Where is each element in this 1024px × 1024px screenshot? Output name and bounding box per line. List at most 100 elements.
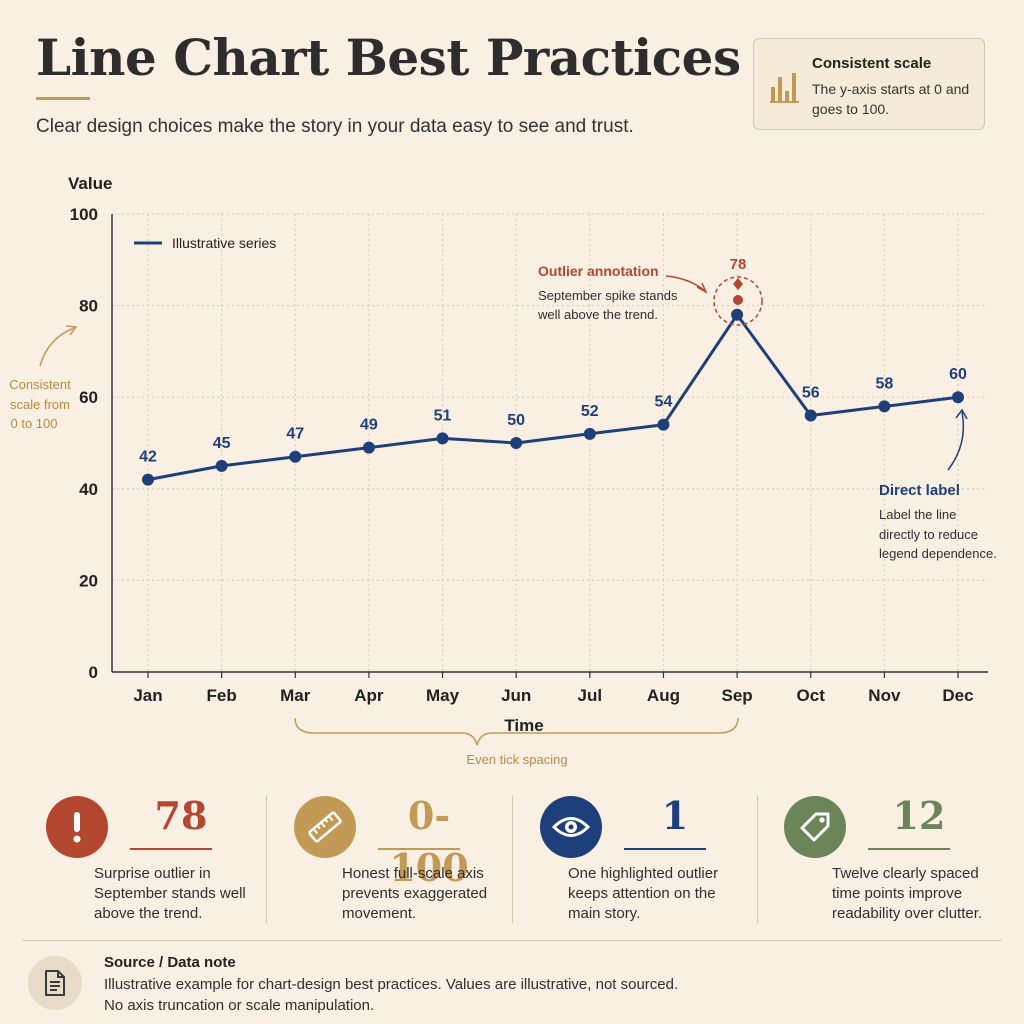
outlier-arrow	[665, 275, 705, 291]
direct-label-line-3: legend dependence.	[879, 546, 997, 561]
x-tick-label: Feb	[207, 686, 237, 705]
data-label: 49	[360, 417, 378, 434]
outlier-annotation-title: Outlier annotation	[538, 263, 659, 279]
y-tick-label: 60	[79, 388, 98, 407]
x-tick-label: Sep	[721, 686, 752, 705]
outlier-annotation-line-1: September spike stands	[538, 288, 678, 303]
stat-underline	[378, 848, 460, 850]
direct-label-arrow	[947, 411, 965, 471]
data-point	[583, 427, 596, 440]
y-tick-labels: 0 20 40 60 80 100	[70, 205, 98, 682]
consistent-scale-card: Consistent scale The y-axis starts at 0 …	[753, 38, 985, 130]
outlier-highlight-ring	[713, 276, 763, 326]
scale-annotation-line-2: scale from	[10, 397, 70, 412]
card-body: The y-axis starts at 0 and goes to 100.	[812, 81, 970, 117]
legend: Illustrative series	[134, 235, 276, 251]
y-tick-label: 40	[79, 480, 98, 499]
data-label: 60	[949, 366, 967, 383]
data-label: 54	[655, 394, 673, 411]
x-tick-label: Jan	[133, 686, 162, 705]
data-point	[215, 459, 228, 472]
stat-description: One highlighted outlier keeps attention …	[568, 865, 719, 922]
chart-grid	[112, 213, 988, 672]
title-underline	[36, 97, 90, 100]
stat-value: 0-100	[389, 793, 469, 890]
data-point	[731, 308, 744, 321]
x-tick-labels: Jan Feb Mar Apr May Jun Jul Aug Sep Oct Nov Dec	[133, 672, 974, 705]
x-tick-label: Apr	[354, 686, 384, 705]
stat-value: 78	[154, 793, 208, 838]
data-point	[436, 432, 449, 445]
data-point	[952, 391, 964, 404]
legend-label: Illustrative series	[172, 235, 276, 251]
document-icon	[28, 956, 82, 1010]
stat-card-scale: 0-100 Honest full-scale axis prevents ex…	[286, 790, 524, 930]
data-label: 47	[286, 426, 304, 443]
data-labels: 42 45 47 49 51 50 52 54 56 58 60	[139, 366, 967, 465]
page-subtitle: Clear design choices make the story in y…	[36, 116, 634, 137]
stat-value: 12	[892, 793, 946, 838]
x-axis-title: Time	[504, 716, 543, 735]
direct-label-line-2: directly to reduce	[879, 527, 978, 542]
stat-underline	[624, 848, 706, 850]
y-tick-label: 20	[79, 571, 98, 590]
scale-arrow	[39, 327, 75, 367]
footer-divider	[22, 940, 1002, 941]
outlier-annotation-line-2: well above the trend.	[537, 307, 658, 322]
outlier-value-label: 78	[730, 256, 747, 273]
data-point	[289, 450, 302, 463]
stat-underline	[868, 848, 950, 850]
y-axis-title: Value	[68, 174, 112, 193]
outlier-annotation: 78 Outlier annotation September spike st…	[537, 256, 763, 326]
tag-icon	[784, 796, 846, 858]
series-line	[147, 313, 959, 482]
data-label: 42	[139, 449, 157, 466]
stat-description: Honest full-scale axis prevents exaggera…	[342, 865, 488, 922]
y-tick-label: 0	[89, 663, 98, 682]
data-label: 52	[581, 403, 599, 420]
data-point	[362, 441, 375, 454]
x-tick-label: Jul	[578, 686, 603, 705]
outlier-marker-dot	[733, 295, 743, 305]
outlier-marker-pin	[733, 278, 743, 290]
ruler-icon	[294, 796, 356, 858]
stat-card-highlight: 1 One highlighted outlier keeps attentio…	[532, 790, 770, 930]
data-point	[657, 418, 670, 431]
stat-divider	[757, 795, 758, 923]
stat-description: Twelve clearly spaced time points improv…	[832, 865, 983, 922]
tick-spacing-label: Even tick spacing	[466, 752, 567, 767]
direct-label-title: Direct label	[879, 482, 960, 499]
x-tick-label: May	[426, 686, 460, 705]
scale-annotation-line-3: 0 to 100	[11, 416, 58, 431]
tick-spacing-brace	[294, 717, 739, 746]
x-tick-label: Jun	[501, 686, 531, 705]
direct-label-annotation: Direct label Label the line directly to …	[879, 408, 997, 561]
stat-underline	[130, 848, 212, 850]
exclamation-icon	[46, 796, 108, 858]
stat-divider	[266, 795, 267, 923]
stat-card-points: 12 Twelve clearly spaced time points imp…	[776, 790, 1014, 930]
direct-label-line-1: Label the line	[879, 507, 956, 522]
data-point	[142, 473, 154, 486]
chart-axes	[111, 214, 988, 673]
stat-description: Surprise outlier in September stands wel…	[94, 865, 246, 922]
x-tick-label: Dec	[942, 686, 973, 705]
tick-spacing-annotation: Even tick spacing	[294, 717, 739, 767]
data-label: 50	[507, 412, 525, 429]
footer-title: Source / Data note	[104, 954, 236, 971]
scale-annotation-line-1: Consistent	[9, 377, 71, 392]
scale-annotation: Consistent scale from 0 to 100	[9, 325, 78, 431]
x-tick-label: Mar	[280, 686, 311, 705]
outlier-arrowhead	[696, 282, 708, 294]
data-label: 58	[875, 375, 893, 392]
card-title: Consistent scale	[812, 55, 932, 72]
data-points	[142, 308, 964, 486]
footer-note-line-1: Illustrative example for chart-design be…	[104, 976, 679, 993]
x-tick-label: Oct	[797, 686, 826, 705]
page-title: Line Chart Best Practices	[36, 28, 741, 87]
data-label: 45	[213, 435, 231, 452]
x-tick-label: Nov	[868, 686, 901, 705]
stat-card-outlier: 78 Surprise outlier in September stands …	[38, 790, 276, 930]
eye-icon	[540, 796, 602, 858]
data-point	[510, 437, 523, 449]
